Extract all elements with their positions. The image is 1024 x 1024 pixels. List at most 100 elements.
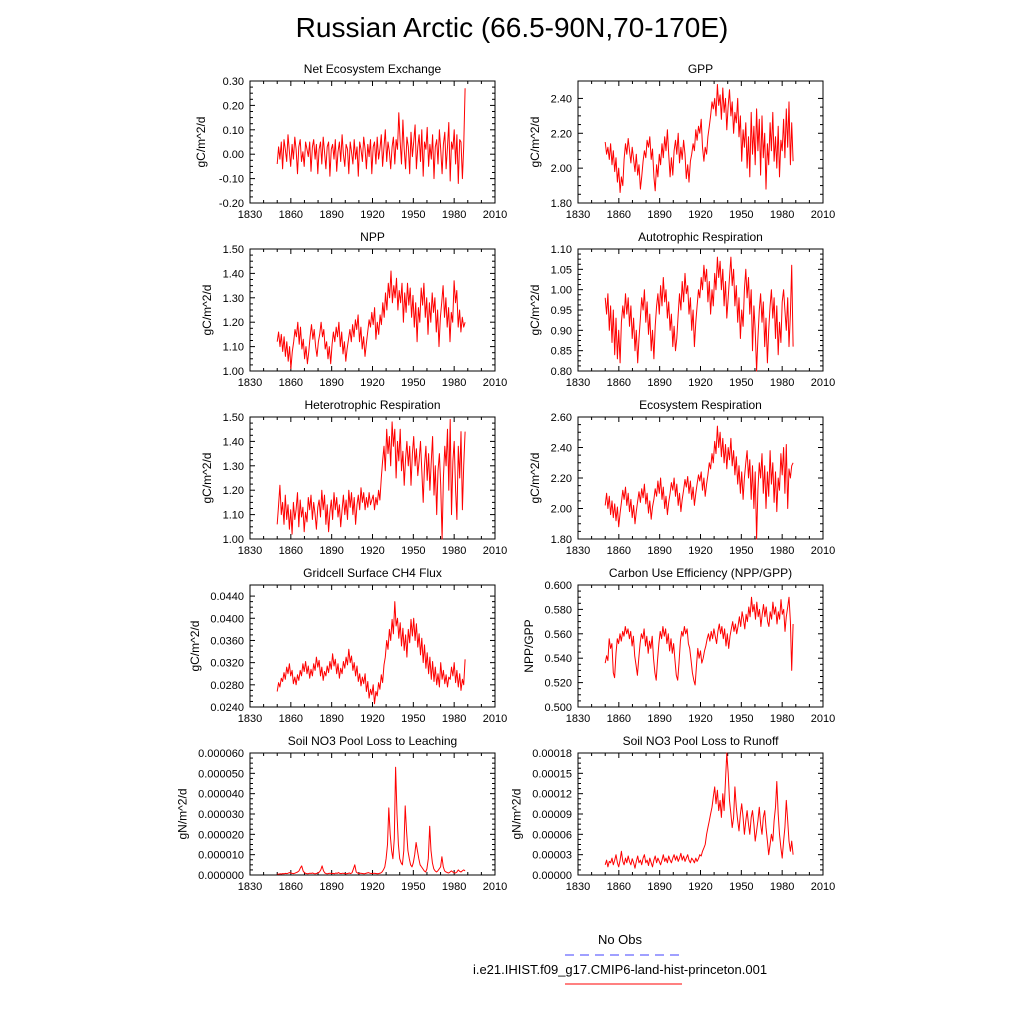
x-tick-label: 2010 — [483, 209, 507, 221]
x-tick-label: 1830 — [566, 377, 590, 389]
series-line — [604, 752, 794, 869]
y-tick-label: 0.00003 — [532, 850, 572, 862]
chart-panel: Ecosystem Respiration 1830 1860 1890 1920 195… — [528, 398, 835, 557]
x-tick-label: 1830 — [238, 209, 262, 221]
x-tick-label: 1830 — [566, 545, 590, 557]
plot-frame — [577, 584, 824, 708]
y-tick-label: 0.000020 — [198, 829, 244, 841]
chart-panel: Soil NO3 Pool Loss to Runoff 1830 1860 1890… — [510, 734, 836, 893]
y-tick-label: 0.0360 — [210, 635, 244, 647]
chart-title: Heterotrophic Respiration — [304, 398, 440, 412]
y-tick-label: 0.0440 — [210, 591, 244, 603]
y-tick-label: 2.20 — [551, 128, 572, 140]
chart-title: Net Ecosystem Exchange — [304, 62, 442, 76]
x-tick-label: 1890 — [319, 377, 343, 389]
y-tick-label: 0.00000 — [532, 870, 572, 882]
y-tick-label: 1.30 — [223, 461, 244, 473]
x-tick-label: 1890 — [319, 209, 343, 221]
chart-panel: GPP 1830 1860 1890 1920 1950 1980 2010 1.80 2.00 2… — [528, 62, 835, 221]
x-tick-label: 1830 — [566, 881, 590, 893]
chart-title: NPP — [360, 230, 385, 244]
x-tick-label: 1890 — [647, 713, 671, 725]
chart-title: Ecosystem Respiration — [639, 398, 762, 412]
y-tick-label: 0.540 — [544, 653, 572, 665]
x-tick-label: 1860 — [279, 209, 303, 221]
chart-title: Carbon Use Efficiency (NPP/GPP) — [609, 566, 792, 580]
x-tick-label: 1890 — [319, 881, 343, 893]
legend-label-model: i.e21.IHIST.f09_g17.CMIP6-land-hist-prin… — [472, 962, 768, 977]
x-tick-label: 1920 — [360, 545, 384, 557]
x-tick-label: 1860 — [279, 377, 303, 389]
y-tick-label: 2.20 — [551, 473, 572, 485]
y-tick-label: 0.80 — [551, 366, 572, 378]
x-tick-label: 2010 — [483, 545, 507, 557]
series-line — [604, 84, 794, 193]
y-axis-label: NPP/GPP — [522, 619, 536, 672]
plot-frame — [577, 80, 824, 204]
y-tick-label: 0.500 — [544, 702, 572, 714]
y-tick-label: 0.000060 — [198, 748, 244, 760]
y-tick-label: 1.20 — [223, 485, 244, 497]
chart-panel: Heterotrophic Respiration 1830 1860 1890 192… — [200, 398, 507, 557]
chart-panel: Carbon Use Efficiency (NPP/GPP) 1830 1860 1… — [522, 566, 835, 725]
y-tick-label: 0.00006 — [532, 829, 572, 841]
y-tick-label: 2.00 — [551, 504, 572, 516]
page-title: Russian Arctic (66.5-90N,70-170E) — [295, 12, 729, 43]
y-tick-label: 1.80 — [551, 534, 572, 546]
chart-panel: Net Ecosystem Exchange 1830 1860 1890 1920 19… — [194, 62, 507, 221]
y-tick-label: 0.00 — [223, 149, 244, 161]
x-tick-label: 1830 — [238, 881, 262, 893]
x-tick-label: 1980 — [770, 209, 794, 221]
y-tick-label: 0.90 — [551, 325, 572, 337]
y-tick-label: 1.00 — [223, 534, 244, 546]
y-tick-label: 0.000010 — [198, 850, 244, 862]
x-tick-label: 1860 — [607, 545, 631, 557]
y-tick-label: 0.000040 — [198, 789, 244, 801]
y-axis-label: gN/m^2/d — [175, 789, 189, 840]
x-tick-label: 1920 — [688, 713, 712, 725]
y-tick-label: 1.40 — [223, 436, 244, 448]
y-tick-label: 1.00 — [223, 366, 244, 378]
chart-title: Autotrophic Respiration — [638, 230, 763, 244]
y-tick-label: 0.0280 — [210, 680, 244, 692]
y-tick-label: 0.000050 — [198, 768, 244, 780]
y-axis-label: gC/m^2/d — [528, 285, 542, 336]
x-tick-label: 1950 — [401, 545, 425, 557]
x-tick-label: 1860 — [279, 713, 303, 725]
y-tick-label: 1.10 — [223, 510, 244, 522]
y-tick-label: 1.10 — [223, 342, 244, 354]
x-tick-label: 2010 — [483, 881, 507, 893]
series-line — [604, 596, 794, 686]
y-tick-label: 2.00 — [551, 163, 572, 175]
y-axis-label: gC/m^2/d — [194, 117, 208, 168]
x-tick-label: 1890 — [647, 209, 671, 221]
legend-label-obs: No Obs — [597, 932, 643, 947]
y-axis-label: gC/m^2/d — [188, 621, 202, 672]
y-tick-label: 1.40 — [223, 268, 244, 280]
y-tick-label: 0.520 — [544, 678, 572, 690]
y-tick-label: 0.00018 — [532, 748, 572, 760]
y-axis-label: gC/m^2/d — [200, 453, 214, 504]
x-tick-label: 2010 — [483, 377, 507, 389]
chart-panel: NPP 1830 1860 1890 1920 1950 1980 2010 1.00 1.10 1… — [200, 230, 507, 389]
x-tick-label: 1920 — [360, 377, 384, 389]
x-tick-label: 2010 — [811, 377, 835, 389]
x-tick-label: 1860 — [607, 881, 631, 893]
y-tick-label: 1.00 — [551, 285, 572, 297]
x-tick-label: 1950 — [729, 881, 753, 893]
y-tick-label: 0.10 — [223, 125, 244, 137]
y-axis-label: gC/m^2/d — [200, 285, 214, 336]
x-tick-label: 1980 — [770, 377, 794, 389]
chart-panel: Soil NO3 Pool Loss to Leaching 1830 1860 18… — [175, 734, 507, 893]
x-tick-label: 2010 — [811, 713, 835, 725]
y-tick-label: 0.85 — [551, 346, 572, 358]
y-tick-label: 0.600 — [544, 580, 572, 592]
x-tick-label: 1920 — [688, 545, 712, 557]
y-tick-label: -0.20 — [219, 198, 244, 210]
y-tick-label: 2.60 — [551, 412, 572, 424]
x-tick-label: 2010 — [483, 713, 507, 725]
x-tick-label: 1920 — [360, 881, 384, 893]
y-tick-label: 0.560 — [544, 629, 572, 641]
x-tick-label: 1950 — [401, 377, 425, 389]
